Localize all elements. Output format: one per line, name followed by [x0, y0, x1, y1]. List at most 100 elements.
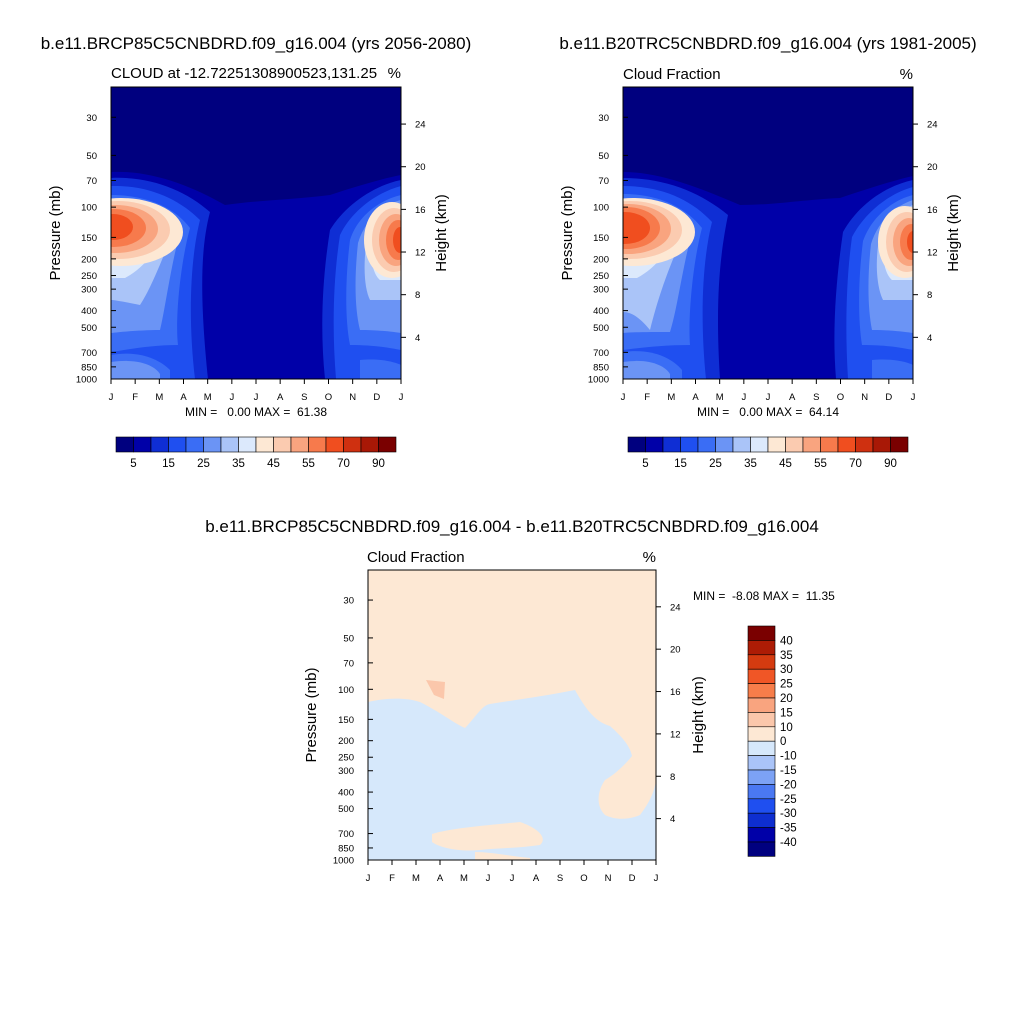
colorbar-swatch — [133, 436, 152, 453]
colorbar-label: -35 — [780, 823, 797, 835]
colorbar-label: 35 — [744, 458, 757, 470]
pressure-tick-label: 1000 — [76, 375, 97, 386]
colorbar-swatch — [220, 436, 239, 453]
month-tick-label: M — [460, 873, 468, 884]
colorbar-label: -30 — [780, 808, 797, 820]
panel-future-field — [111, 87, 401, 379]
panel-future-title: b.e11.BRCP85C5CNBDRD.f09_g16.004 (yrs 20… — [41, 34, 472, 53]
panel-historical-ylabel-right: Height (km) — [945, 194, 962, 272]
colorbar-label: 15 — [674, 458, 687, 470]
pressure-tick-label: 400 — [338, 788, 354, 799]
month-tick-label: J — [229, 392, 234, 403]
colorbar-label: 90 — [372, 458, 385, 470]
height-tick-label: 20 — [670, 645, 681, 656]
month-tick-label: O — [837, 392, 844, 403]
month-tick-label: S — [813, 392, 819, 403]
pressure-tick-label: 250 — [593, 271, 609, 282]
colorbar-swatch — [747, 726, 776, 742]
pressure-tick-label: 30 — [343, 596, 354, 607]
colorbar-swatch — [855, 436, 874, 453]
colorbar-swatch — [747, 784, 776, 800]
colorbar-swatch — [747, 769, 776, 785]
month-tick-label: A — [180, 392, 187, 403]
height-tick-label: 20 — [927, 162, 938, 173]
height-tick-label: 16 — [927, 205, 938, 216]
height-tick-label: 8 — [415, 290, 420, 301]
colorbar-label: 25 — [709, 458, 722, 470]
pressure-tick-label: 250 — [81, 271, 97, 282]
colorbar-label: 25 — [197, 458, 210, 470]
month-tick-label: A — [277, 392, 284, 403]
height-tick-label: 24 — [415, 120, 426, 131]
month-tick-label: J — [109, 392, 114, 403]
colorbar-label: 25 — [780, 679, 793, 691]
height-tick-label: 16 — [670, 687, 681, 698]
month-tick-label: J — [621, 392, 626, 403]
colorbar-swatch — [747, 697, 776, 713]
pressure-tick-label: 200 — [593, 254, 609, 265]
colorbar-label: 90 — [884, 458, 897, 470]
colorbar-swatch — [890, 436, 909, 453]
colorbar-label: 45 — [267, 458, 280, 470]
pressure-tick-label: 100 — [593, 203, 609, 214]
colorbar-swatch — [168, 436, 187, 453]
panel-difference-title: b.e11.BRCP85C5CNBDRD.f09_g16.004 - b.e11… — [205, 517, 819, 536]
month-tick-label: J — [510, 873, 515, 884]
colorbar-swatch — [747, 654, 776, 670]
pressure-tick-label: 400 — [593, 306, 609, 317]
colorbar-swatch — [747, 640, 776, 656]
colorbar-swatch — [325, 436, 344, 453]
height-tick-label: 16 — [415, 205, 426, 216]
pressure-tick-label: 30 — [598, 113, 609, 124]
month-tick-label: M — [667, 392, 675, 403]
month-tick-label: M — [716, 392, 724, 403]
colorbar-label: 45 — [779, 458, 792, 470]
month-tick-label: D — [885, 392, 892, 403]
colorbar-label: 55 — [302, 458, 315, 470]
colorbar-label: 35 — [780, 650, 793, 662]
panel-future-ylabel-right: Height (km) — [433, 194, 450, 272]
colorbar-label: 35 — [232, 458, 245, 470]
colorbar-swatch — [732, 436, 751, 453]
colorbar-swatch — [203, 436, 222, 453]
month-tick-label: O — [325, 392, 332, 403]
pressure-tick-label: 100 — [338, 685, 354, 696]
colorbar-label: -15 — [780, 765, 797, 777]
pressure-tick-label: 150 — [338, 715, 354, 726]
panel-future: b.e11.BRCP85C5CNBDRD.f09_g16.004 (yrs 20… — [41, 34, 472, 470]
colorbar-swatch — [697, 436, 716, 453]
colorbar-label: -20 — [780, 779, 797, 791]
pressure-tick-label: 1000 — [333, 856, 354, 867]
month-tick-label: O — [580, 873, 587, 884]
pressure-tick-label: 500 — [338, 804, 354, 815]
panel-difference-field — [368, 570, 656, 860]
month-tick-label: J — [911, 392, 916, 403]
pressure-tick-label: 1000 — [588, 375, 609, 386]
month-tick-label: M — [155, 392, 163, 403]
colorbar-label: -40 — [780, 837, 797, 849]
colorbar-swatch — [150, 436, 169, 453]
colorbar-label: 55 — [814, 458, 827, 470]
pressure-tick-label: 70 — [86, 176, 97, 187]
month-tick-label: J — [654, 873, 659, 884]
panel-historical-unit: % — [900, 66, 913, 83]
month-tick-label: F — [644, 392, 650, 403]
pressure-tick-label: 150 — [81, 233, 97, 244]
panel-difference-ylabel-right: Height (km) — [690, 676, 707, 754]
colorbar-label: -10 — [780, 751, 797, 763]
colorbar-label: 10 — [780, 722, 793, 734]
colorbar-swatch — [872, 436, 891, 453]
pressure-tick-label: 850 — [81, 362, 97, 373]
pressure-tick-label: 700 — [338, 829, 354, 840]
pressure-tick-label: 50 — [598, 151, 609, 162]
colorbar-swatch — [837, 436, 856, 453]
colorbar-swatch — [802, 436, 821, 453]
panel-difference-height-axis: 4 8 12 16 20 24 — [656, 602, 681, 825]
colorbar-swatch — [747, 668, 776, 684]
month-tick-label: A — [789, 392, 796, 403]
panel-historical-height-axis: 4 8 12 16 20 24 — [913, 120, 938, 344]
colorbar-swatch — [747, 841, 776, 857]
